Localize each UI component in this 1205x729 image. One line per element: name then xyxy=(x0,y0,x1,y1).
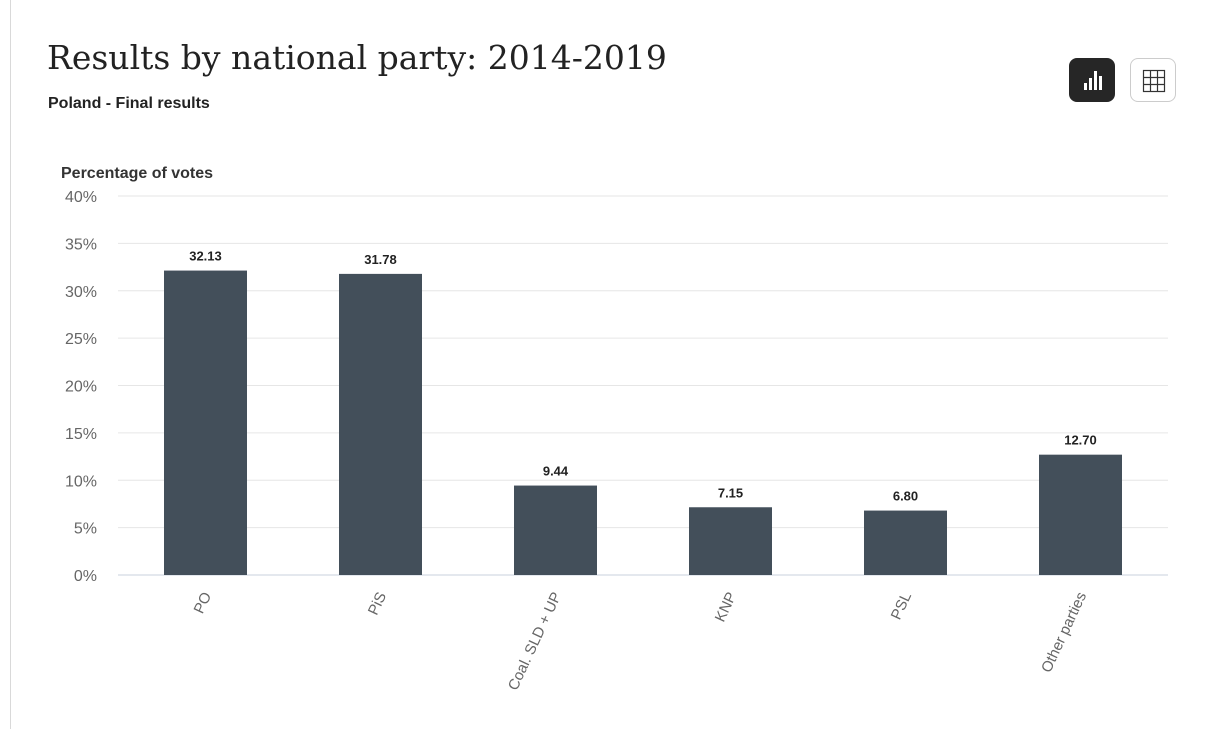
x-tick-label: KNP xyxy=(712,590,740,625)
bar xyxy=(514,485,597,575)
x-axis-ticks: PO PiS Coal. SLD + UP KNP PSL Other parties xyxy=(191,590,1091,694)
bar-chart-icon xyxy=(1084,71,1102,90)
bar xyxy=(1039,454,1122,575)
table-grid-icon xyxy=(1142,69,1166,93)
x-tick-label: PSL xyxy=(888,590,915,623)
y-tick-label: 40% xyxy=(65,189,97,206)
panel-left-border xyxy=(10,0,11,729)
data-label: 6.80 xyxy=(893,489,918,504)
y-tick-label: 5% xyxy=(74,521,97,538)
y-axis-ticks: 0% 5% 10% 15% 20% 25% 30% 35% 40% xyxy=(65,189,97,585)
bar xyxy=(339,273,422,575)
x-tick-label: Other parties xyxy=(1038,590,1090,676)
y-tick-label: 35% xyxy=(65,236,97,253)
data-label: 12.70 xyxy=(1064,433,1097,448)
y-tick-label: 30% xyxy=(65,284,97,301)
page-subtitle: Poland - Final results xyxy=(48,95,210,112)
x-tick-label: Coal. SLD + UP xyxy=(505,590,565,694)
data-label: 31.78 xyxy=(364,252,397,267)
bar xyxy=(164,270,247,575)
y-axis-title: Percentage of votes xyxy=(61,165,213,182)
data-label: 9.44 xyxy=(543,464,569,479)
y-tick-label: 10% xyxy=(65,473,97,490)
y-tick-label: 15% xyxy=(65,426,97,443)
bar xyxy=(689,507,772,575)
page-title: Results by national party: 2014-2019 xyxy=(47,38,667,77)
y-tick-label: 20% xyxy=(65,379,97,396)
chart-view-button[interactable] xyxy=(1069,58,1115,102)
bars xyxy=(164,270,1122,575)
bar xyxy=(864,510,947,575)
x-tick-label: PO xyxy=(191,590,216,617)
data-labels: 32.13 31.78 9.44 7.15 6.80 12.70 xyxy=(189,249,1097,504)
data-label: 7.15 xyxy=(718,485,743,500)
x-tick-label: PiS xyxy=(365,590,390,618)
y-tick-label: 25% xyxy=(65,331,97,348)
gridlines xyxy=(118,195,1168,576)
y-tick-label: 0% xyxy=(74,568,97,585)
table-view-button[interactable] xyxy=(1130,58,1176,102)
data-label: 32.13 xyxy=(189,249,222,264)
